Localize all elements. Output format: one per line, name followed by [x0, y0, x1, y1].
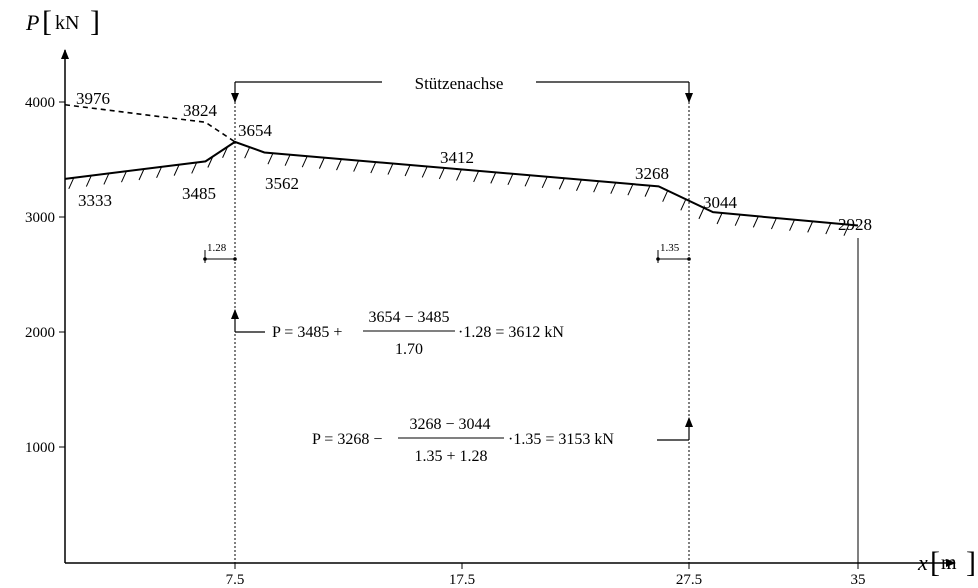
hatch-mark [507, 173, 514, 186]
formula-2-denominator: 1.35 + 1.28 [414, 448, 487, 465]
dimension-right-dot-b [687, 257, 691, 261]
hatch-mark [558, 178, 565, 190]
formula-2-lhs: P = 3268 − [312, 431, 382, 448]
hatch-mark [85, 175, 92, 187]
x-axis-unit: m [941, 552, 957, 574]
formula-1-denominator: 1.70 [395, 341, 423, 358]
formula-2-rhs: ·1.35 = 3153 kN [508, 431, 614, 448]
column-axis-label: Stützenachse [415, 74, 504, 93]
hatch-mark [301, 155, 308, 168]
hatch-mark [318, 157, 325, 169]
hatch-mark [387, 163, 394, 175]
column-axis-bracket [231, 81, 693, 103]
hatch-mark [698, 207, 705, 220]
hatch-mark [524, 175, 531, 187]
hatch-mark [156, 166, 163, 179]
formula-1-numerator: 3654 − 3485 [368, 309, 449, 326]
hatch-mark [490, 172, 497, 184]
hatch-mark [843, 224, 850, 236]
y-axis-open-bracket: [ [42, 5, 52, 38]
formula-2-numerator: 3268 − 3044 [409, 416, 490, 433]
hatch-mark [770, 217, 777, 230]
hatch-mark [789, 219, 796, 231]
value-label-3976: 3976 [76, 89, 110, 108]
hatch-mark [644, 185, 651, 197]
dimension-left [204, 250, 235, 263]
hatch-mark [267, 153, 274, 165]
hatch-mark [121, 171, 127, 183]
distance-label-left: 1.28 [207, 242, 227, 254]
hatch-mark [284, 154, 291, 166]
hatch-mark [421, 166, 428, 178]
hatch-mark [541, 176, 548, 188]
hatch-mark [807, 221, 814, 233]
formula-1-leader [231, 309, 265, 333]
dimension-left-dot-a [203, 257, 207, 261]
hatch-mark [353, 160, 360, 172]
hatch-mark [244, 146, 251, 159]
hatch-mark [593, 180, 600, 193]
hatch-mark [576, 179, 582, 191]
hatch-mark [825, 222, 832, 235]
value-label-2928: 2928 [838, 215, 872, 234]
formula-2: P = 3268 − 3268 − 3044 1.35 + 1.28 ·1.35… [312, 416, 614, 465]
y-axis-unit: kN [55, 12, 79, 34]
hatch-mark [191, 162, 198, 174]
hatch-mark [336, 158, 342, 171]
hatch-mark [404, 164, 411, 177]
hatch-mark [734, 214, 741, 226]
value-label-3824: 3824 [183, 101, 218, 120]
y-axis-close-bracket: ] [90, 5, 100, 38]
value-label-3268: 3268 [635, 164, 669, 183]
dimension-right [657, 250, 689, 263]
x-axis-open-bracket: [ [930, 546, 940, 579]
hatch-mark [138, 168, 145, 181]
value-label-3044: 3044 [703, 193, 738, 212]
y-axis-symbol: P [25, 10, 39, 35]
y-tick-label: 3000 [25, 210, 55, 226]
x-tick-label: 7.5 [226, 572, 245, 588]
y-tick-label: 2000 [25, 325, 55, 341]
y-tick-label: 4000 [25, 95, 55, 111]
dimension-left-dot-b [233, 257, 237, 261]
hatch-mark [68, 177, 75, 189]
hatch-mark [610, 182, 617, 194]
hatch-mark [207, 156, 214, 168]
value-label-3485: 3485 [182, 184, 216, 203]
value-label-3562: 3562 [265, 174, 299, 193]
hatching [68, 146, 850, 236]
force-profile-dashed [64, 103, 236, 143]
x-axis-close-bracket: ] [966, 546, 976, 579]
x-axis-symbol: x [917, 550, 928, 575]
force-profile-line [64, 140, 859, 227]
hatch-mark [473, 170, 480, 183]
hatch-mark [438, 167, 445, 180]
formula-2-leader [657, 417, 693, 441]
formula-1-lhs: P = 3485 + [272, 324, 342, 341]
dimension-right-dot-a [656, 257, 660, 261]
formula-1-rhs: ·1.28 = 3612 kN [458, 324, 564, 341]
formula-1: P = 3485 + 3654 − 3485 1.70 ·1.28 = 3612… [272, 309, 564, 358]
x-tick-label: 17.5 [449, 572, 475, 588]
x-ticks [234, 563, 859, 569]
hatch-mark [173, 164, 180, 176]
hatch-mark [662, 190, 669, 202]
hatch-mark [752, 216, 759, 228]
value-label-3333: 3333 [78, 191, 112, 210]
hatch-mark [222, 146, 229, 158]
hatch-mark [456, 169, 462, 181]
distance-label-right: 1.35 [660, 242, 680, 254]
x-tick-label: 35 [851, 572, 866, 588]
value-label-3412: 3412 [440, 148, 474, 167]
hatch-mark [680, 199, 687, 211]
y-ticks [59, 101, 65, 448]
hatch-mark [370, 161, 377, 174]
x-tick-label: 27.5 [676, 572, 702, 588]
hatch-mark [716, 212, 723, 225]
y-tick-label: 1000 [25, 440, 55, 456]
value-label-3654: 3654 [238, 121, 273, 140]
hatch-mark [627, 183, 634, 196]
hatch-mark [103, 173, 110, 185]
